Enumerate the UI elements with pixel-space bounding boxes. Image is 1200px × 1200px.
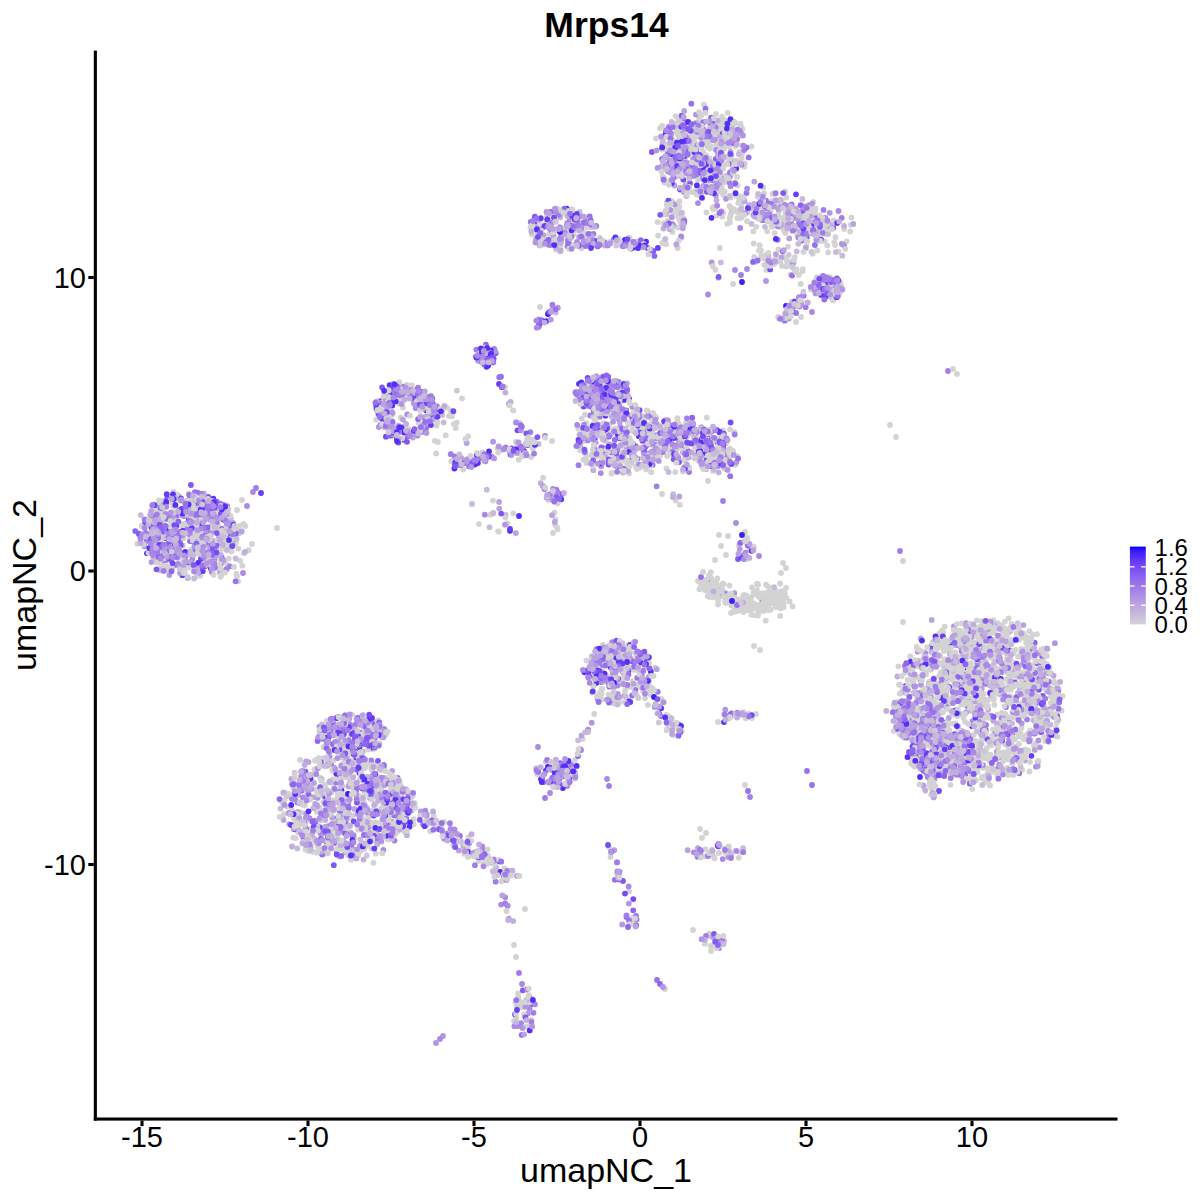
svg-text:0.0: 0.0 xyxy=(1155,611,1188,638)
svg-text:-10: -10 xyxy=(287,1121,329,1153)
svg-text:10: 10 xyxy=(54,262,86,294)
svg-text:umapNC_2: umapNC_2 xyxy=(5,499,43,671)
svg-text:10: 10 xyxy=(956,1121,988,1153)
svg-text:5: 5 xyxy=(798,1121,814,1153)
svg-text:umapNC_1: umapNC_1 xyxy=(520,1151,692,1189)
svg-text:-5: -5 xyxy=(461,1121,487,1153)
svg-text:-10: -10 xyxy=(44,849,86,881)
svg-text:0: 0 xyxy=(70,555,86,587)
svg-text:0: 0 xyxy=(632,1121,648,1153)
svg-text:-15: -15 xyxy=(121,1121,163,1153)
svg-text:Mrps14: Mrps14 xyxy=(544,5,669,45)
